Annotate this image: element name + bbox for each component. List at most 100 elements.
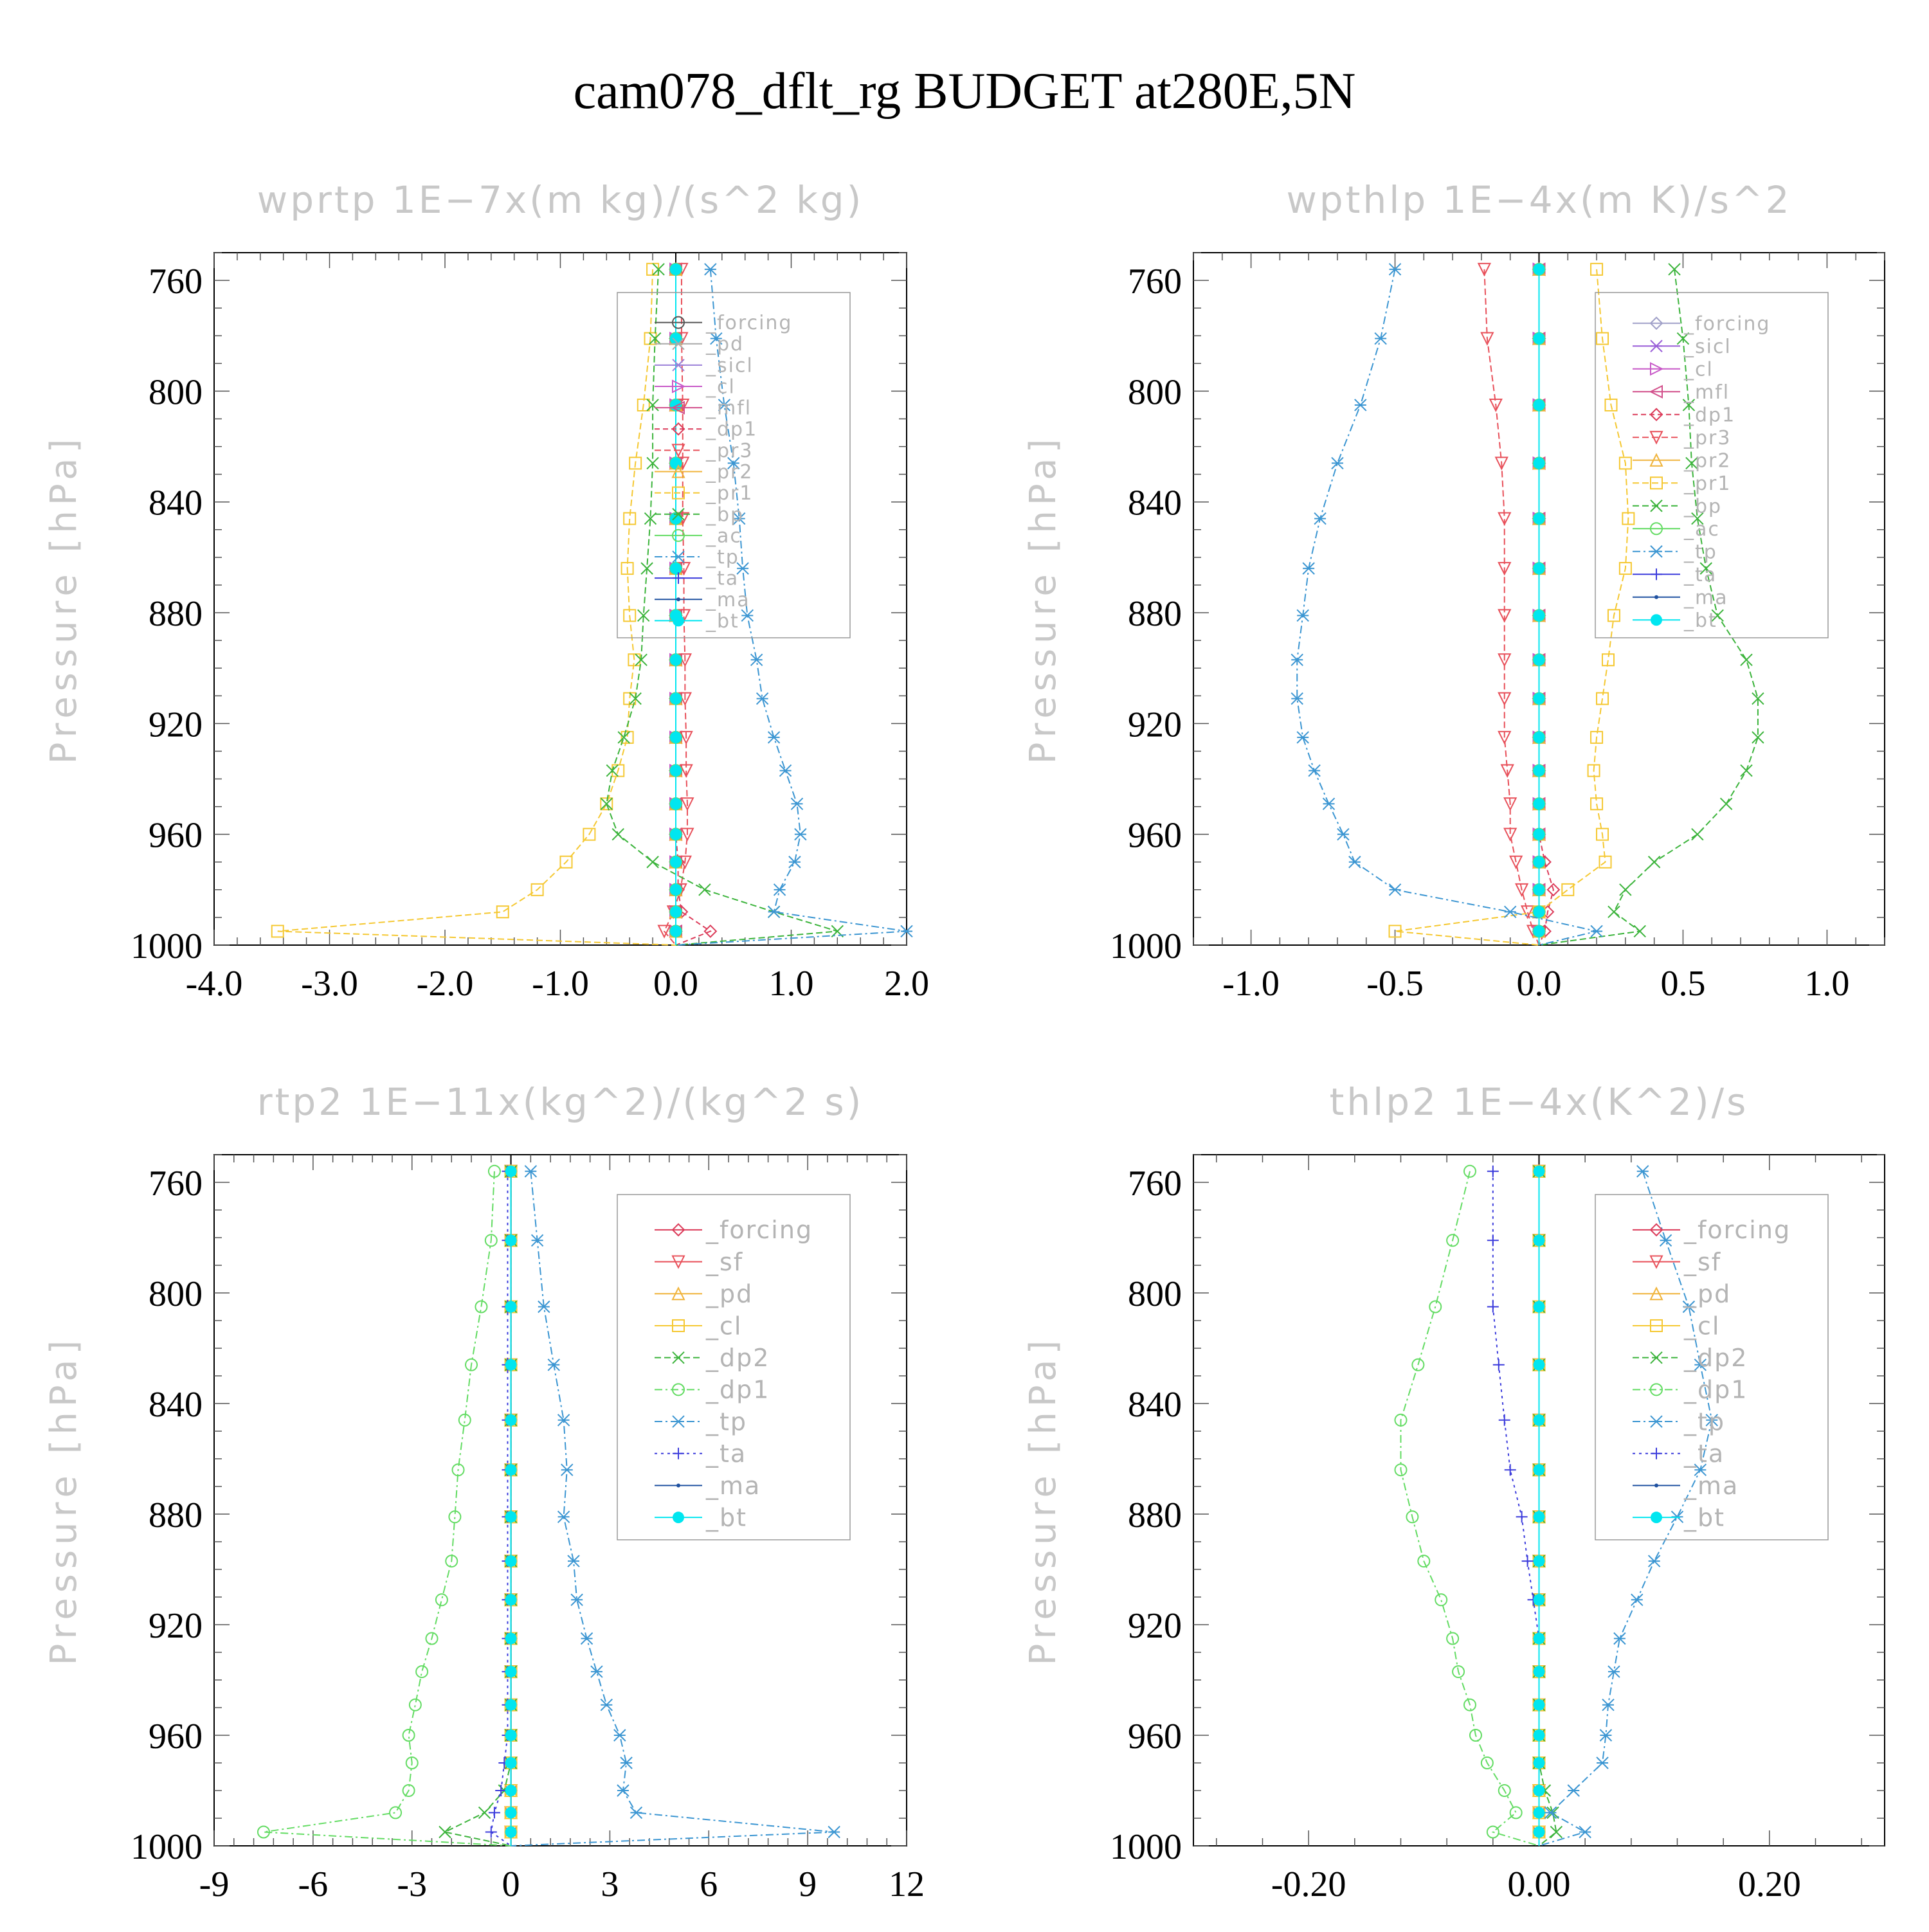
series-point [1546, 883, 1561, 897]
series-point [1291, 653, 1303, 666]
series-point [505, 1807, 517, 1819]
series-point [1509, 1806, 1523, 1819]
series-point [670, 828, 682, 840]
series-line [1395, 269, 1629, 946]
legend-entry: _cl [1683, 1312, 1720, 1340]
series-point [1752, 731, 1764, 744]
legend-marker [1650, 1319, 1663, 1332]
series-point [1498, 692, 1512, 706]
y-tick-label: 840 [149, 1385, 203, 1425]
x-tick-label: 1.0 [769, 964, 814, 1004]
legend-marker [672, 486, 685, 500]
legend-marker [1651, 1512, 1662, 1524]
series-point [1533, 263, 1545, 275]
legend-marker [673, 1512, 684, 1524]
series-point [435, 1593, 448, 1607]
series-point [1516, 1511, 1528, 1523]
series-point [670, 332, 682, 345]
y-tick-label: 880 [149, 594, 203, 634]
series-line [1483, 269, 1540, 946]
series-point [1682, 399, 1696, 411]
legend-marker [676, 597, 680, 602]
series-point [505, 1165, 517, 1177]
legend-entry: _ma [705, 1472, 761, 1500]
x-tick-label: 9 [799, 1864, 817, 1904]
series-point [1691, 512, 1704, 525]
legend-entry: _forcing [1683, 1216, 1791, 1244]
series-point [505, 1555, 517, 1567]
series-point [1394, 1413, 1408, 1427]
series-point [1463, 1698, 1476, 1711]
plot-frame [213, 1154, 907, 1846]
legend-marker [1651, 568, 1662, 581]
y-tick-label: 880 [149, 1495, 203, 1535]
series-point [1533, 457, 1545, 469]
series-point [600, 1698, 613, 1711]
series-point [538, 1300, 550, 1314]
x-tick-label: -0.5 [1366, 964, 1424, 1004]
x-tick-label: 0.0 [653, 964, 698, 1004]
series-line [675, 269, 712, 946]
y-tick-label: 760 [149, 1164, 203, 1204]
series-point [1498, 609, 1512, 623]
series-point [505, 1757, 517, 1769]
series-point [530, 883, 544, 896]
legend-marker [1649, 453, 1663, 467]
series-point [1694, 1463, 1707, 1476]
chart-panel-4: thlp2 1E−4x(K^2)/s Pressure [hPa] 760 800 84… [1022, 1080, 1885, 1904]
series-point [1533, 1785, 1545, 1796]
series-point [1331, 456, 1344, 470]
series-point [1740, 764, 1753, 777]
series-point [680, 797, 694, 811]
legend-marker [673, 572, 684, 584]
legend-entry: _sicl [1683, 336, 1732, 358]
series-point [644, 512, 657, 525]
series-point [524, 1165, 538, 1178]
series-point [1509, 855, 1523, 869]
x-tick-label: 1.0 [1804, 964, 1849, 1004]
y-tick-label: 880 [1128, 1495, 1182, 1535]
series-point [1302, 562, 1315, 575]
series-point [750, 653, 763, 666]
legend-entry: _tp [705, 1407, 747, 1436]
series-point [756, 692, 769, 705]
series-point [1533, 1594, 1545, 1606]
legend-entry: _dp2 [705, 1344, 770, 1372]
legend-entry: _mfl [705, 397, 752, 420]
series-point [1711, 609, 1724, 622]
series-point [583, 827, 596, 841]
series-point [1699, 562, 1712, 575]
series-point [1354, 399, 1367, 411]
legend-marker [1650, 500, 1663, 512]
series-point [710, 332, 723, 345]
series-point [1533, 1666, 1545, 1678]
series-point [1435, 1593, 1448, 1607]
series-point [1599, 1729, 1613, 1742]
series-point [408, 1698, 422, 1711]
series-point [1579, 1825, 1591, 1839]
series-point [1596, 332, 1609, 345]
series-point [1587, 764, 1600, 777]
series-point [1429, 1300, 1442, 1314]
legend-marker [671, 1286, 685, 1301]
legend-entry: _ma [705, 589, 750, 611]
series-point [1498, 512, 1512, 526]
series-point [1406, 1510, 1419, 1524]
series-point [670, 856, 682, 868]
y-tick-label: 1000 [1110, 926, 1182, 966]
legend-entry: _ta [1683, 1440, 1725, 1468]
series-line [490, 1171, 512, 1846]
legend-entry: _bp [705, 503, 744, 526]
legend-entry: _ac [705, 525, 742, 547]
series-point [600, 797, 613, 811]
legend-entry: _bt [1683, 609, 1717, 632]
series-point [733, 512, 746, 525]
legend-entry: _tp [705, 546, 739, 569]
legend-box [617, 292, 851, 638]
series-point [1544, 1806, 1557, 1819]
series-point [788, 856, 801, 869]
series-point [1590, 797, 1604, 811]
series-point [670, 798, 682, 810]
legend-entry: _dp1 [1683, 1376, 1748, 1404]
series-point [1676, 332, 1690, 345]
